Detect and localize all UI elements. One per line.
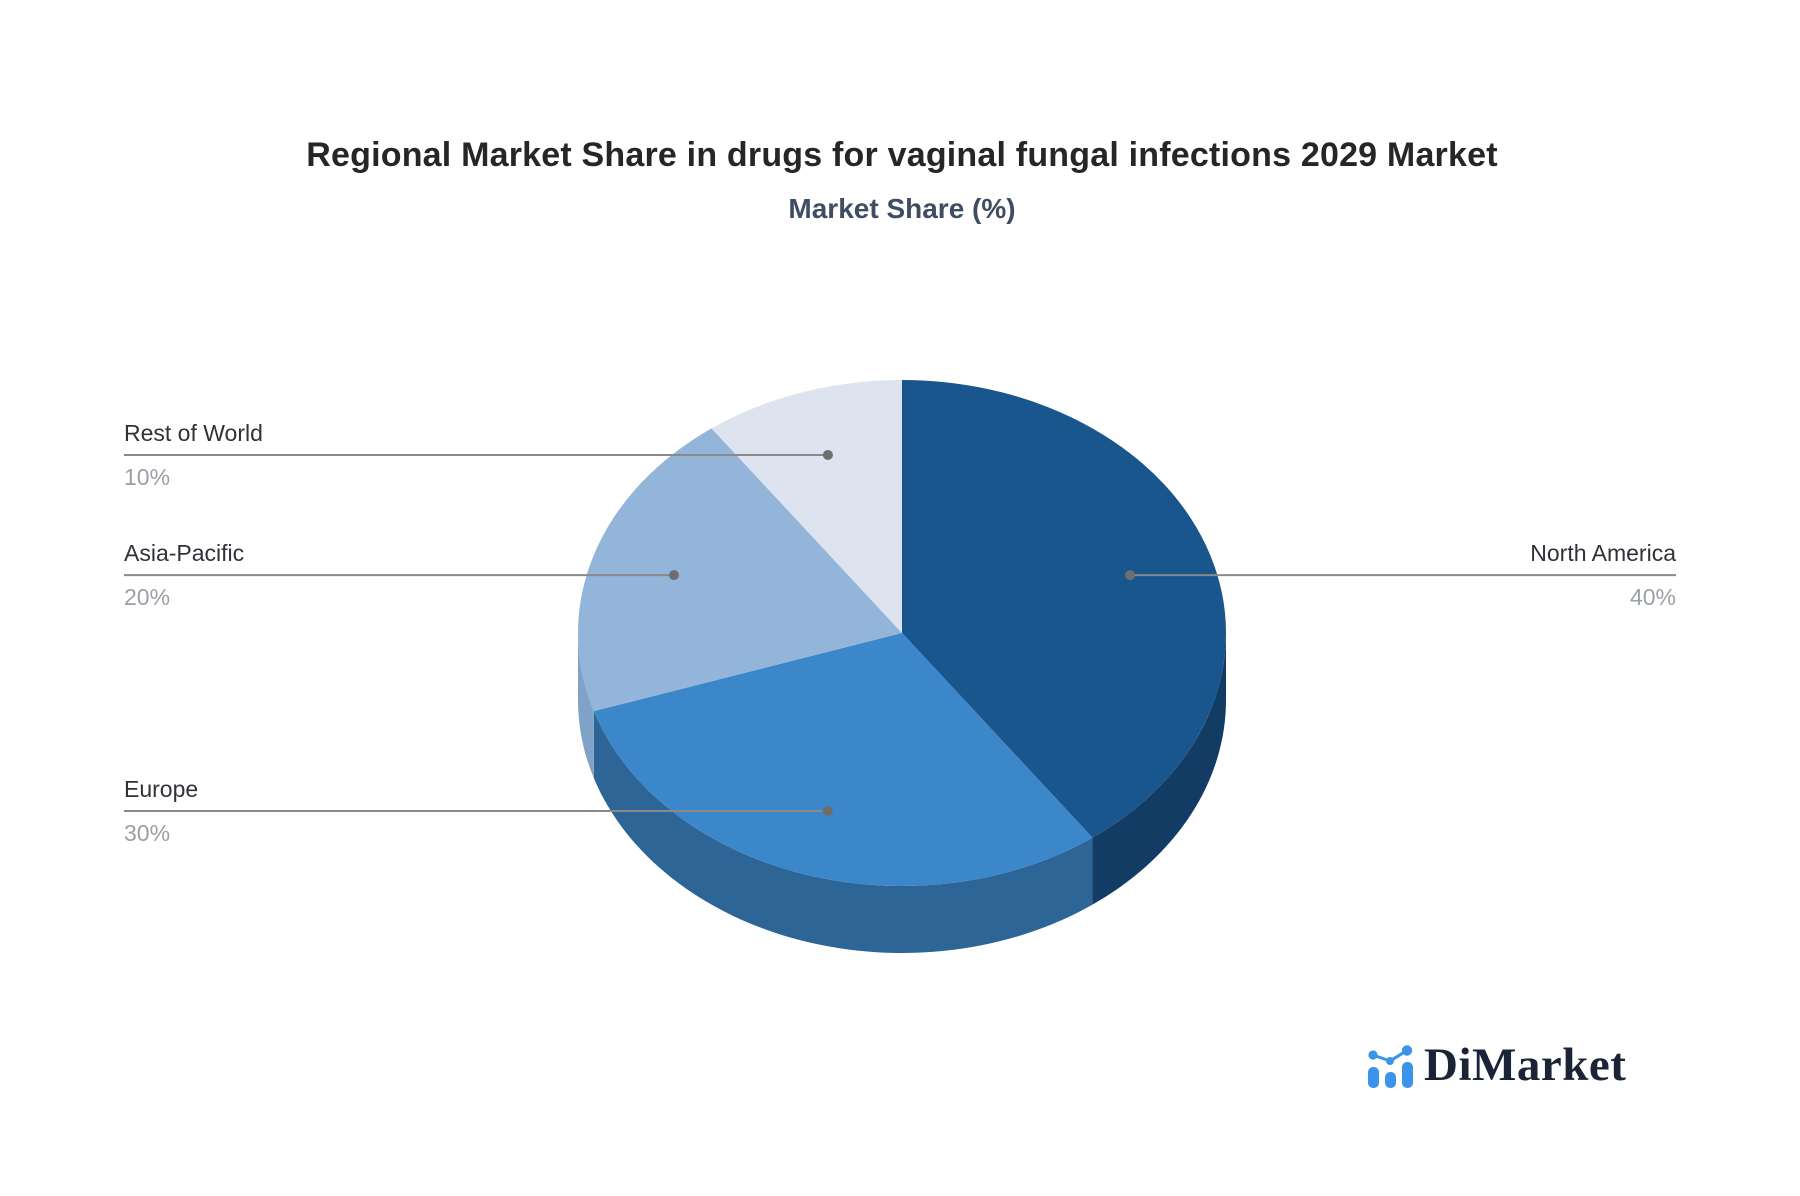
pie-slice-side-asia-pacific: [578, 633, 594, 779]
slice-label-rest-of-world: Rest of World: [124, 419, 263, 446]
slice-label-north-america: North America: [1530, 540, 1676, 567]
pie-slice-europe[interactable]: [593, 633, 1093, 886]
pie-slice-side-north-america: [1092, 633, 1226, 905]
slice-percent-europe: 30%: [124, 820, 171, 847]
chart-subtitle: Market Share (%): [788, 193, 1016, 224]
bar-line-chart-icon: [1368, 1045, 1413, 1088]
brand-logo-text: DiMarket: [1424, 1039, 1627, 1091]
slice-label-europe: Europe: [124, 776, 199, 803]
pie-slice-north-america[interactable]: [902, 380, 1226, 838]
slice-percent-north-america: 40%: [1629, 584, 1676, 611]
label-connector-dot: [1125, 570, 1136, 581]
slice-percent-rest-of-world: 10%: [124, 463, 171, 490]
label-connector-dot: [668, 570, 679, 581]
pie-slice-asia-pacific[interactable]: [577, 428, 902, 712]
slice-percent-asia-pacific: 20%: [124, 584, 171, 611]
pie-slice-rest-of-world[interactable]: [711, 380, 902, 633]
chart-title: Regional Market Share in drugs for vagin…: [306, 136, 1498, 174]
brand-logo: DiMarket: [1366, 1036, 1686, 1100]
label-connector-dot: [822, 806, 833, 817]
slice-label-asia-pacific: Asia-Pacific: [124, 540, 245, 567]
pie-slice-side-europe: [593, 711, 1093, 953]
label-connector-dot: [822, 449, 833, 460]
